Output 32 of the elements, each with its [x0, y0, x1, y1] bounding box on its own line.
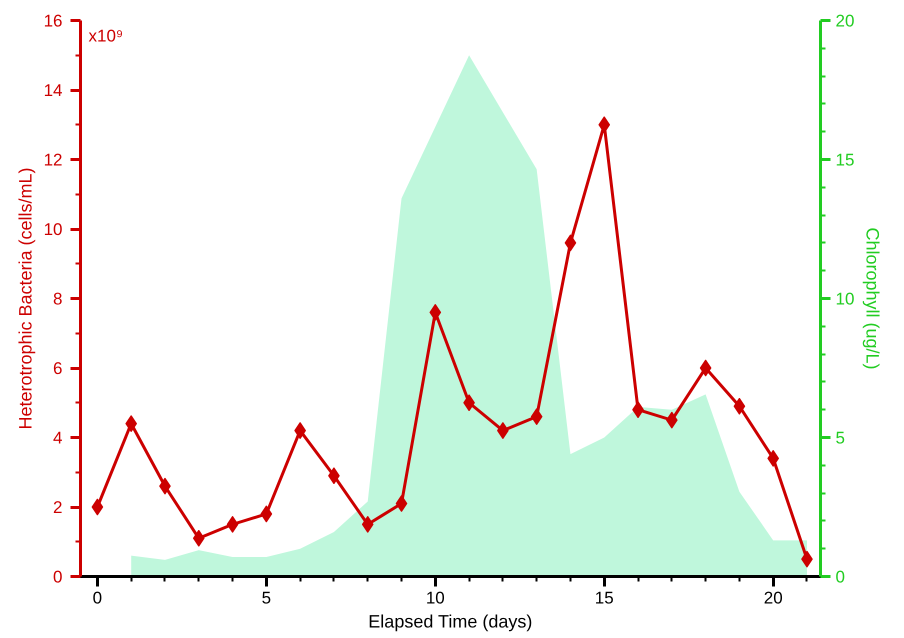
y-tick-label: 10 — [44, 220, 63, 239]
y2-tick-label: 0 — [836, 568, 845, 586]
y2-tick-label: 20 — [836, 12, 854, 30]
y-tick-label: 8 — [53, 290, 63, 308]
point — [362, 516, 374, 533]
y2-axis-title: Chlorophyll (ug/L) — [862, 227, 882, 370]
x-tick-label: 10 — [426, 588, 445, 608]
x-axis-title: Elapsed Time (days) — [368, 612, 532, 632]
y-tick-label: 14 — [44, 81, 63, 100]
y-tick-label: 12 — [44, 150, 63, 170]
y-axis-title: Heterotrophic Bacteria (cells/mL) — [16, 167, 36, 430]
point — [192, 530, 205, 547]
x-tick-label: 15 — [594, 588, 614, 608]
x-tick-label: 5 — [262, 588, 272, 608]
y-tick-label: 16 — [44, 12, 63, 30]
y-tick-label: 2 — [53, 498, 63, 517]
annotation: x10⁹ — [88, 26, 124, 46]
point — [429, 304, 442, 321]
point — [666, 412, 678, 429]
y2-tick-label: 15 — [836, 150, 854, 170]
x-tick-label: 0 — [92, 588, 102, 608]
point — [598, 116, 610, 134]
point — [700, 360, 712, 376]
y-tick-label: 6 — [53, 359, 63, 378]
y-tick-label: 0 — [53, 568, 63, 586]
y2-tick-label: 5 — [836, 428, 845, 448]
x-tick-label: 20 — [764, 588, 783, 608]
y2-tick-label: 10 — [836, 290, 854, 308]
point — [92, 498, 104, 516]
y-tick-label: 4 — [53, 428, 63, 448]
point — [125, 415, 138, 432]
point — [767, 450, 780, 467]
